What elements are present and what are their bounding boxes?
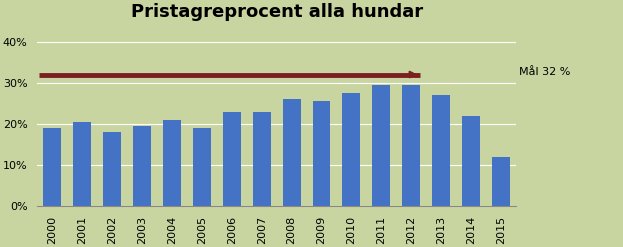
Bar <box>253 112 270 206</box>
Bar <box>432 95 450 206</box>
Bar <box>462 116 480 206</box>
Bar <box>73 122 91 206</box>
Bar <box>343 93 360 206</box>
Bar <box>492 157 510 206</box>
Bar <box>133 126 151 206</box>
Bar <box>163 120 181 206</box>
Title: Pristagreprocent alla hundar: Pristagreprocent alla hundar <box>131 3 422 21</box>
Bar <box>103 132 121 206</box>
Text: Mål 32 %: Mål 32 % <box>519 67 571 78</box>
Bar <box>313 101 330 206</box>
Bar <box>373 85 391 206</box>
Bar <box>402 85 421 206</box>
Bar <box>283 99 300 206</box>
Bar <box>223 112 240 206</box>
Bar <box>193 128 211 206</box>
Bar <box>43 128 61 206</box>
